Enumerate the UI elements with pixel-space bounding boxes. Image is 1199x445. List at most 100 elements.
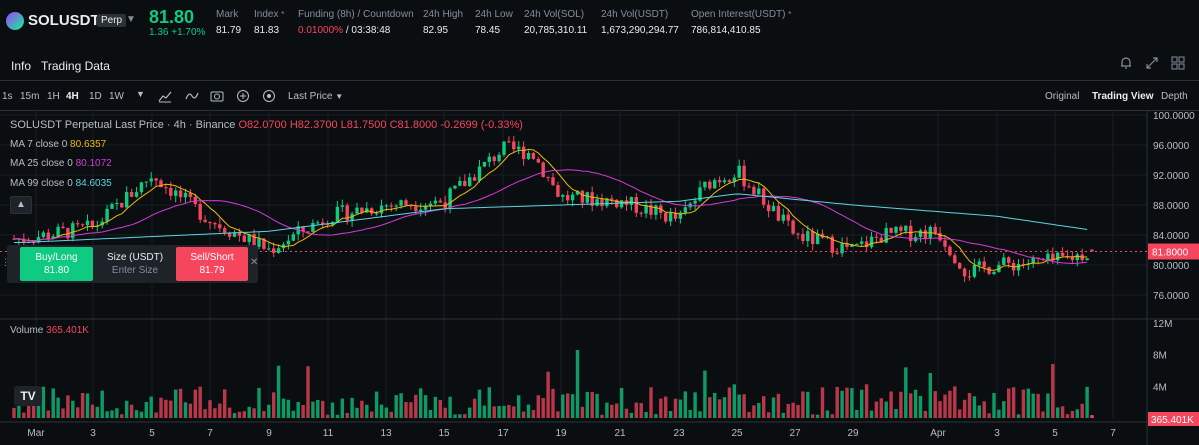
view-original[interactable]: Original [1045,91,1080,102]
candle-body [703,181,707,188]
candle-type-icon[interactable] [158,89,172,106]
candle-body [389,205,393,207]
candle-body [619,200,624,208]
volume-bars [12,349,1094,418]
interval-4h[interactable]: 4H [66,91,79,102]
candle-body [502,141,506,155]
volume-bar [791,402,795,418]
candle-body [531,153,536,159]
drag-handle-icon[interactable]: ⋮ [1,257,10,267]
moving-averages [13,148,1088,271]
volume-bar [428,409,433,418]
volume-bar [394,395,398,418]
volume-bar [958,409,962,418]
symbol-name[interactable]: SOLUSDT [28,12,100,29]
volume-bar [423,395,428,418]
volume-bar [820,387,825,418]
view-depth[interactable]: Depth [1161,91,1188,102]
ohlc-open: O82.0700 [238,119,287,131]
index-label[interactable]: Index * [254,9,285,20]
candle-body [732,177,736,183]
interval-15m[interactable]: 15m [20,91,40,102]
candle-body [933,226,937,234]
size-input[interactable]: Size (USDT) Enter Size [95,247,175,281]
price-type-select[interactable]: Last Price ▼ [288,91,344,102]
close-order-panel-icon[interactable]: ✕ [250,257,259,268]
interval-dropdown-icon[interactable]: ▼ [136,89,145,99]
ma7-legend[interactable]: MA 7 close 0 80.6357 [10,139,107,150]
bell-icon[interactable] [1118,56,1134,72]
candle-body [144,181,148,183]
volume-bar [242,411,246,418]
price-chart[interactable]: 100.0000 96.0000 92.0000 88.0000 84.0000 80.0… [0,110,1199,445]
candle-body [46,232,50,239]
volume-bar [864,384,869,418]
funding-value: 0.01000% / 03:38:48 [298,25,390,36]
volume-bar [683,391,687,418]
collapse-legend-icon[interactable]: ▲ [10,196,32,214]
volume-bar [458,414,462,418]
interval-1s[interactable]: 1s [2,91,13,102]
volume-bar [174,389,178,418]
interval-1d[interactable]: 1D [89,91,102,102]
chart-title: SOLUSDT Perpetual Last Price · 4h · Bina… [10,119,236,131]
sell-short-button[interactable]: Sell/Short 81.79 [176,247,248,281]
volume-bar [997,409,1001,418]
view-trading-view[interactable]: Trading View [1092,91,1154,102]
grid-icon[interactable] [1170,56,1186,72]
tradingview-logo-icon[interactable]: TV [14,386,42,406]
low-value: 78.45 [475,25,501,36]
candle-body [815,233,820,245]
candle-body [183,192,188,198]
volume-bar [370,411,374,418]
settings-icon[interactable] [262,89,276,106]
candle-body [419,209,423,212]
tab-info[interactable]: Info [11,59,32,73]
volume-bar [443,407,447,418]
ma99-legend[interactable]: MA 99 close 0 84.6035 [10,178,112,189]
candle-body [977,261,981,266]
volume-bar [120,414,124,418]
volume-bar [330,402,335,418]
screenshot-icon[interactable] [210,89,224,106]
price-tick-label: 92.0000 [1153,171,1190,182]
candle-body [257,238,261,247]
candle-body [918,230,923,238]
ma25-legend[interactable]: MA 25 close 0 80.1072 [10,158,112,169]
ma99-line [14,193,1088,243]
volume-bar [575,349,580,418]
price-tick-label: 100.0000 [1153,111,1195,122]
add-icon[interactable] [236,89,250,106]
volume-bar [164,399,168,418]
candle-body [1031,257,1035,264]
candle-body [178,190,183,198]
candle-body [252,234,256,247]
candle-body [1056,252,1060,261]
volume-legend: Volume 365.401K [10,325,89,336]
volume-bar [419,388,423,418]
candle-body [727,180,732,183]
volume-bar [918,395,923,418]
volume-bar [752,405,756,418]
volume-bar [335,414,340,418]
volume-bar [556,411,560,418]
candle-body [796,233,800,235]
indicator-icon[interactable] [185,89,199,106]
buy-long-button[interactable]: Buy/Long 81.80 [20,247,93,281]
tab-trading-data[interactable]: Trading Data [41,59,110,73]
interval-1w[interactable]: 1W [109,91,124,102]
candle-body [649,205,653,215]
candle-body [208,221,212,224]
date-tick-label: Mar [27,428,45,439]
candle-body [335,206,340,222]
volume-bar [262,411,266,418]
expand-icon[interactable] [1144,56,1160,72]
current-price-label: 81.8000 [1152,248,1189,259]
symbol-dropdown-icon[interactable]: ▼ [126,14,136,25]
candle-body [1046,253,1050,260]
volume-bar [144,401,148,418]
volume-bar [404,401,408,418]
open-interest-label[interactable]: Open Interest(USDT) * [691,9,792,20]
candle-body [487,156,491,162]
interval-1h[interactable]: 1H [47,91,60,102]
